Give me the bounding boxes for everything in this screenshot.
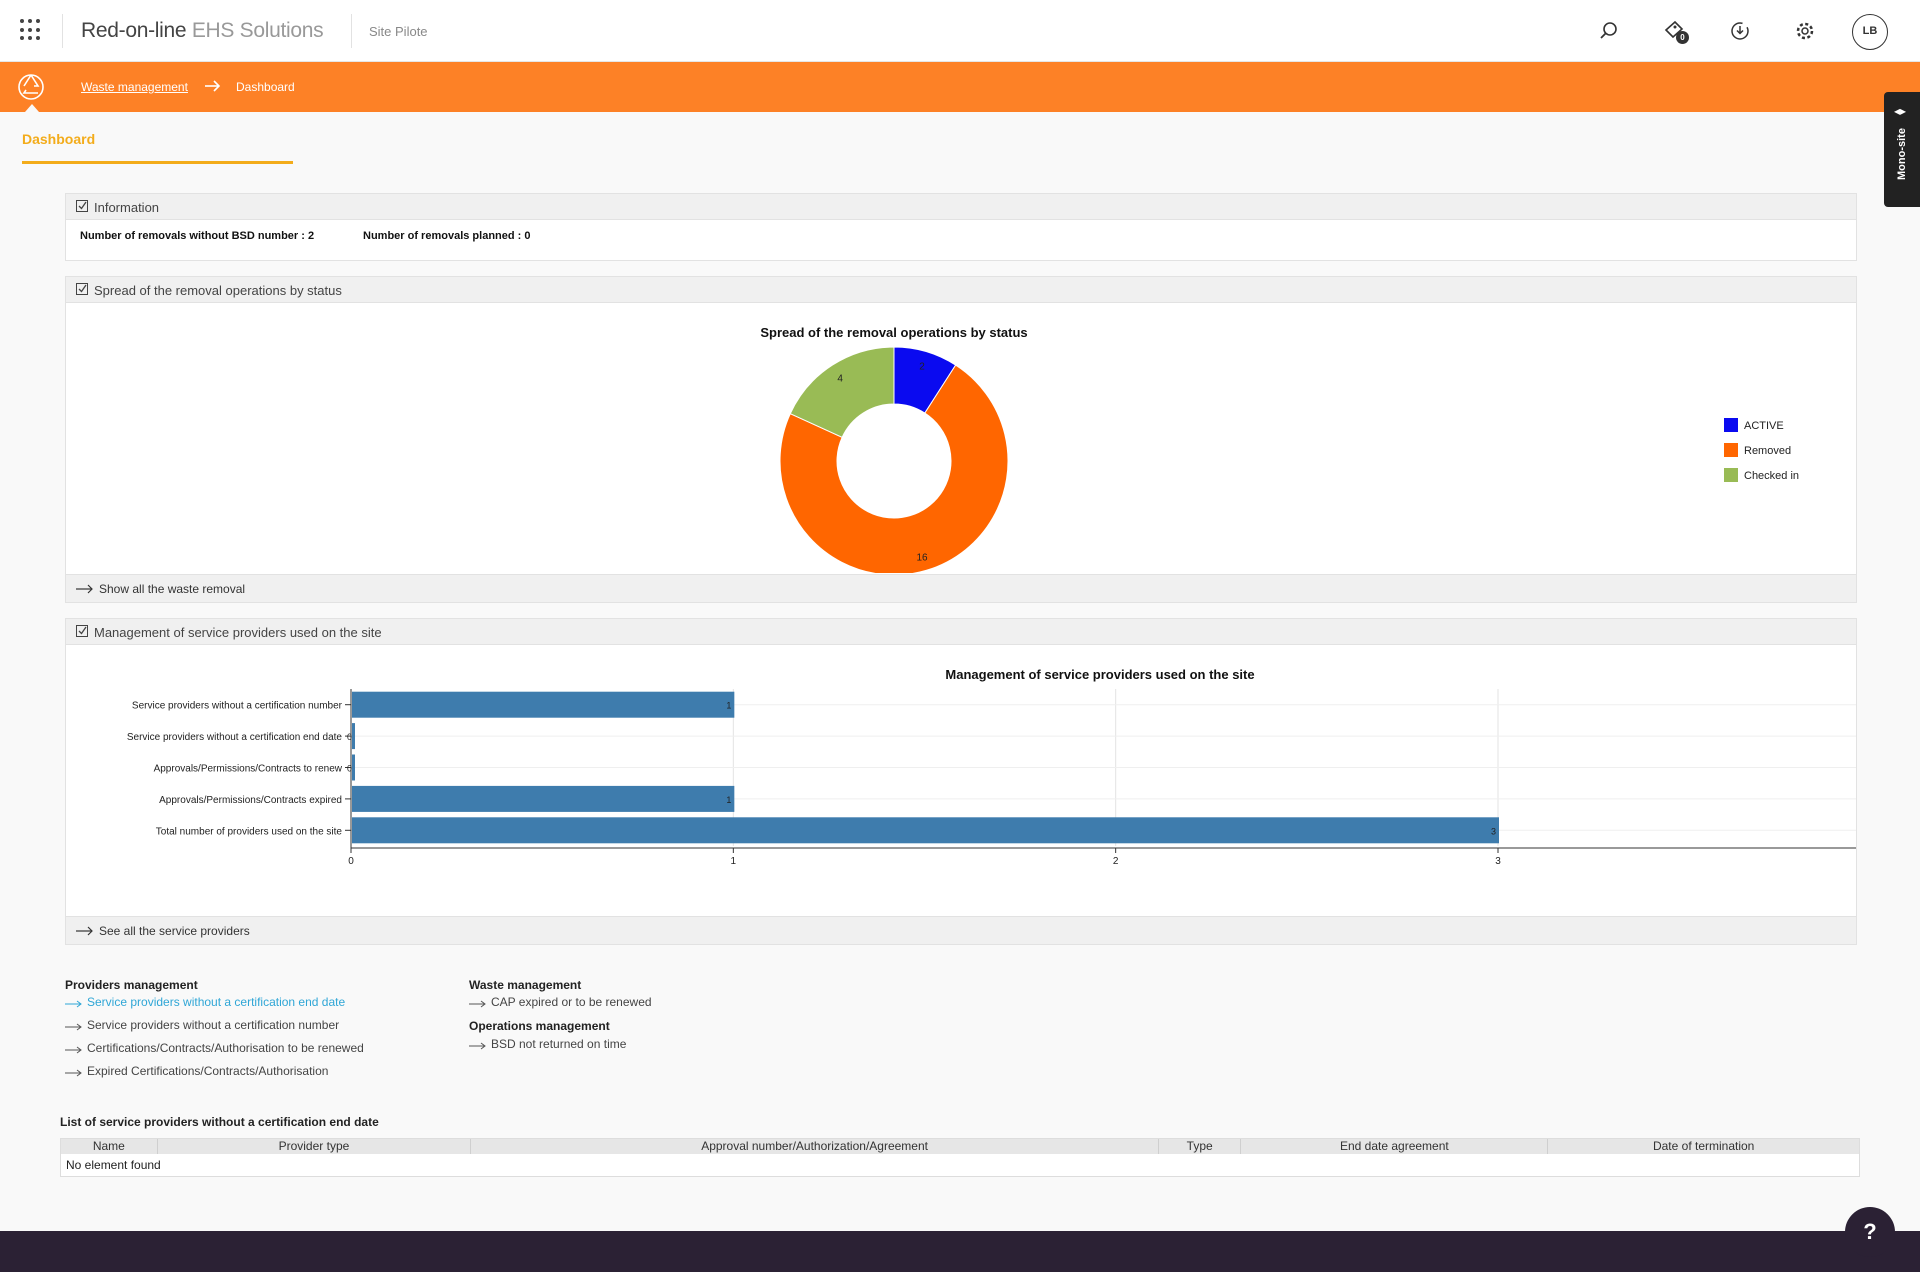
gear-icon[interactable]: [1792, 18, 1818, 44]
bar-data-label: 0: [347, 764, 352, 774]
footer-bar: [0, 1231, 1920, 1272]
bar[interactable]: [352, 691, 735, 718]
bar-data-label: 0: [347, 732, 352, 742]
arrow-right-icon: [76, 584, 93, 594]
legend-swatch[interactable]: [1724, 418, 1738, 432]
legend-label[interactable]: ACTIVE: [1744, 420, 1784, 432]
arrow-right-icon: [76, 926, 93, 936]
category-label: Approvals/Permissions/Contracts to renew: [154, 764, 343, 775]
providers-table: Name Provider type Approval number/Authori…: [60, 1138, 1860, 1177]
panel-title: Information: [94, 200, 160, 215]
bar[interactable]: [352, 723, 355, 750]
quick-link[interactable]: Service providers without a certificatio…: [65, 1018, 339, 1032]
quick-link[interactable]: Certifications/Contracts/Authorisation t…: [65, 1041, 364, 1055]
breadcrumb-bar: Waste management Dashboard: [0, 62, 1920, 112]
quick-link[interactable]: Service providers without a certificatio…: [65, 995, 345, 1009]
bar[interactable]: [352, 754, 355, 781]
panel-title: Management of service providers used on …: [94, 625, 382, 640]
notification-count-badge: 0: [1676, 31, 1689, 44]
donut-slice-checked-in[interactable]: [789, 346, 895, 438]
x-tick-label: 0: [348, 856, 354, 867]
recycle-icon[interactable]: [0, 62, 62, 112]
user-avatar[interactable]: LB: [1852, 14, 1888, 50]
waste-management-heading: Waste management: [469, 978, 582, 992]
legend-label[interactable]: Removed: [1744, 445, 1791, 457]
arrow-right-icon: [203, 76, 223, 96]
notification-icon[interactable]: 0: [1662, 18, 1689, 44]
donut-data-label: 16: [916, 552, 928, 563]
checkbox-icon: [76, 200, 88, 212]
donut-data-label: 4: [837, 373, 843, 384]
bar[interactable]: [352, 785, 735, 812]
panel-header: Spread of the removal operations by stat…: [66, 277, 1856, 303]
donut-data-label: 2: [919, 362, 925, 373]
divider: [351, 14, 352, 48]
providers-panel: Management of service providers used on …: [65, 618, 1857, 945]
donut-chart: 2 16 4 ACTIVE Removed Checked in: [779, 346, 1799, 573]
panel-footer: See all the service providers: [66, 916, 1856, 944]
divider: [62, 14, 63, 48]
checkbox-icon: [76, 283, 88, 295]
panel-header: Information: [66, 194, 1856, 220]
column-header[interactable]: Date of termination: [1652, 1139, 1755, 1153]
site-name[interactable]: Site Pilote: [369, 24, 428, 39]
category-label: Service providers without a certificatio…: [132, 701, 343, 712]
category-label: Service providers without a certificatio…: [127, 732, 343, 743]
bar-data-label: 1: [726, 795, 731, 805]
breadcrumb-waste-management-link[interactable]: Waste management: [81, 80, 188, 94]
download-clock-icon[interactable]: [1727, 18, 1753, 44]
information-panel: Information Number of removals without B…: [65, 193, 1857, 261]
breadcrumb-current: Dashboard: [236, 80, 295, 94]
spread-panel: Spread of the removal operations by stat…: [65, 276, 1857, 603]
removals-without-bsd-text: Number of removals without BSD number : …: [80, 230, 315, 242]
column-header[interactable]: Approval number/Authorization/Agreement: [471, 1139, 1159, 1154]
mono-site-label: Mono-site: [1896, 128, 1908, 180]
top-bar: Red-on-line EHS Solutions Site Pilote 0 …: [0, 0, 1920, 62]
legend-swatch[interactable]: [1724, 443, 1738, 457]
quick-link[interactable]: Expired Certifications/Contracts/Authori…: [65, 1064, 328, 1078]
legend-label[interactable]: Checked in: [1744, 470, 1799, 482]
bar-data-label: 1: [726, 701, 731, 711]
table-empty-message: No element found: [66, 1158, 161, 1172]
table-title: List of service providers without a cert…: [60, 1115, 379, 1129]
search-icon[interactable]: [1596, 18, 1622, 44]
bar-data-label: 3: [1491, 826, 1496, 836]
column-header[interactable]: Name: [61, 1139, 158, 1154]
brand-logo[interactable]: Red-on-line EHS Solutions: [81, 19, 324, 42]
panel-footer: Show all the waste removal: [66, 574, 1856, 602]
active-module-caret: [25, 104, 39, 112]
see-all-service-providers-link[interactable]: See all the service providers: [99, 924, 250, 938]
bar-chart-title: Management of service providers used on …: [945, 667, 1255, 682]
column-header[interactable]: End date agreement: [1241, 1139, 1549, 1154]
category-label: Approvals/Permissions/Contracts expired: [159, 795, 342, 806]
expand-arrows-icon: ◂▸: [1894, 104, 1907, 118]
providers-management-heading: Providers management: [65, 978, 198, 992]
show-all-waste-removal-link[interactable]: Show all the waste removal: [99, 582, 246, 596]
x-tick-label: 2: [1113, 856, 1119, 867]
mono-site-toggle[interactable]: ◂▸ Mono-site: [1884, 92, 1920, 207]
bar-chart: Service providers without a certificatio…: [127, 689, 1856, 867]
x-tick-label: 1: [731, 856, 737, 867]
panel-header: Management of service providers used on …: [66, 619, 1856, 645]
removals-planned-text: Number of removals planned : 0: [363, 230, 531, 242]
category-label: Total number of providers used on the si…: [156, 826, 343, 837]
bar[interactable]: [352, 817, 1499, 844]
panel-title: Spread of the removal operations by stat…: [94, 283, 342, 298]
x-tick-label: 3: [1495, 856, 1501, 867]
tab-active-underline: [22, 161, 293, 164]
legend-swatch[interactable]: [1724, 468, 1738, 482]
column-header[interactable]: Type: [1159, 1139, 1242, 1154]
table-header: Name Provider type Approval number/Authori…: [61, 1139, 1859, 1154]
tab-dashboard[interactable]: Dashboard: [22, 131, 96, 147]
quick-link[interactable]: CAP expired or to be renewed: [469, 995, 652, 1009]
donut-slice-removed[interactable]: [779, 364, 1009, 573]
operations-management-heading: Operations management: [469, 1019, 610, 1033]
quick-link[interactable]: BSD not returned on time: [469, 1037, 626, 1051]
donut-chart-title: Spread of the removal operations by stat…: [760, 325, 1028, 340]
help-button[interactable]: ?: [1845, 1207, 1895, 1257]
checkbox-icon: [76, 625, 88, 637]
column-header[interactable]: Provider type: [158, 1139, 472, 1154]
apps-grid-icon[interactable]: [20, 19, 42, 41]
